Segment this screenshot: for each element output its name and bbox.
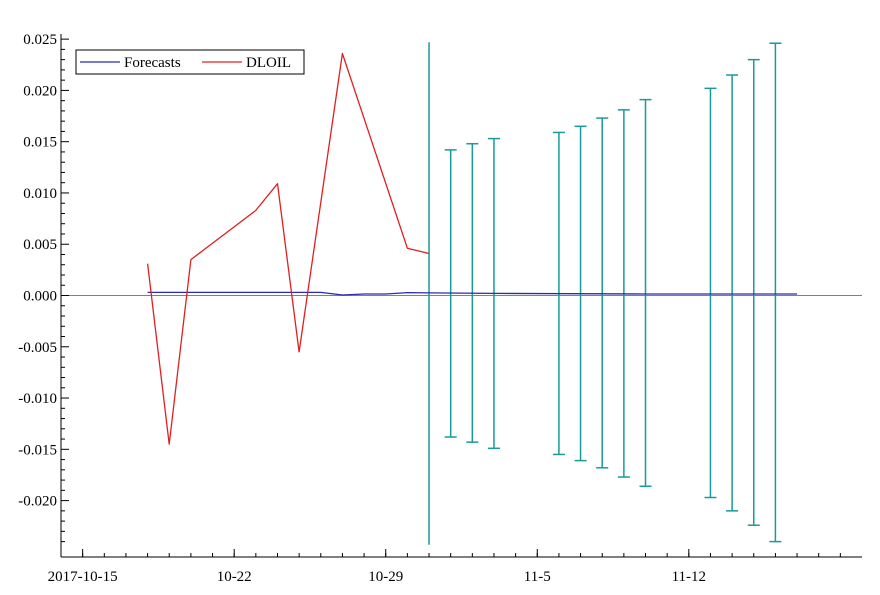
legend-label-forecasts: Forecasts bbox=[124, 55, 181, 71]
y-tick-label: -0.015 bbox=[18, 442, 57, 458]
series-line-dloil bbox=[146, 52, 430, 445]
x-tick-label: 2017-10-15 bbox=[48, 569, 118, 585]
x-tick-label: 10-29 bbox=[368, 569, 403, 585]
legend: Forecasts DLOIL bbox=[75, 49, 305, 75]
y-tick-label: 0.025 bbox=[23, 32, 57, 48]
y-tick-label: 0.020 bbox=[23, 83, 57, 99]
y-tick-label: -0.005 bbox=[18, 340, 57, 356]
y-tick-label: 0.000 bbox=[23, 289, 57, 305]
x-tick-label: 11-12 bbox=[672, 569, 706, 585]
series-line-forecasts bbox=[147, 291, 798, 296]
y-tick-label: 0.015 bbox=[23, 135, 57, 151]
y-tick-label: -0.010 bbox=[18, 391, 57, 407]
legend-label-dloil: DLOIL bbox=[246, 55, 291, 71]
x-tick-label: 10-22 bbox=[217, 569, 252, 585]
y-tick-label: -0.020 bbox=[18, 494, 57, 510]
x-tick-label: 11-5 bbox=[524, 569, 551, 585]
y-tick-label: 0.005 bbox=[23, 237, 57, 253]
y-tick-label: 0.010 bbox=[23, 186, 57, 202]
